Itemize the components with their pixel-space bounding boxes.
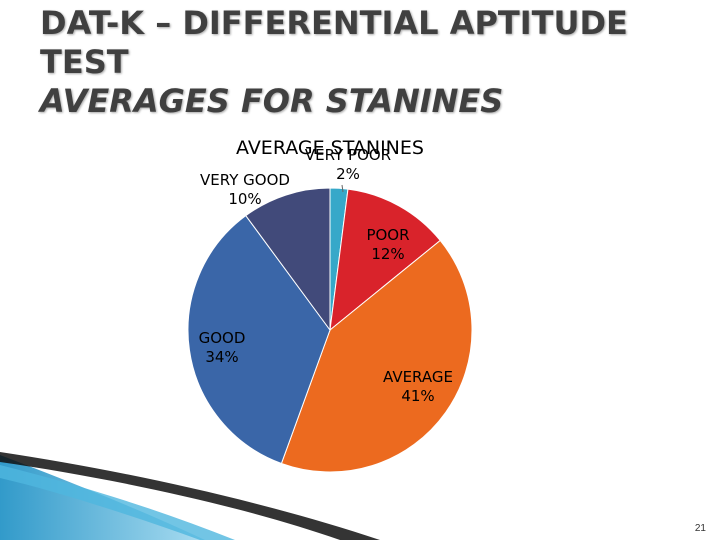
slice-label-very-poor: VERY POOR — [305, 146, 391, 164]
pie-slice-good — [187, 214, 331, 465]
slice-label-poor: POOR — [366, 226, 409, 244]
page-number: 21 — [694, 523, 706, 534]
slice-value-average: 41% — [401, 387, 434, 405]
slice-value-very-poor: 2% — [336, 165, 360, 183]
leader-line-very-poor — [341, 184, 344, 193]
slice-label-very-good: VERY GOOD — [200, 171, 290, 189]
pie-slice-poor — [329, 188, 441, 332]
slice-label-average: AVERAGE — [383, 368, 453, 386]
chart-title: AVERAGE STANINES — [236, 137, 424, 159]
slice-value-very-good: 10% — [228, 190, 261, 208]
title-line-1: DAT-K – DIFFERENTIAL APTITUDE — [40, 4, 628, 42]
slide-title: DAT-K – DIFFERENTIAL APTITUDE TEST AVERA… — [40, 4, 700, 121]
slice-value-poor: 12% — [371, 245, 404, 263]
pie-slice-average — [280, 239, 473, 473]
slice-label-good: GOOD — [199, 329, 246, 347]
slice-value-good: 34% — [205, 348, 238, 366]
pie-slice-very-good — [245, 187, 331, 332]
title-line-2: TEST — [40, 43, 129, 81]
title-line-3: AVERAGES FOR STANINES — [40, 82, 504, 120]
